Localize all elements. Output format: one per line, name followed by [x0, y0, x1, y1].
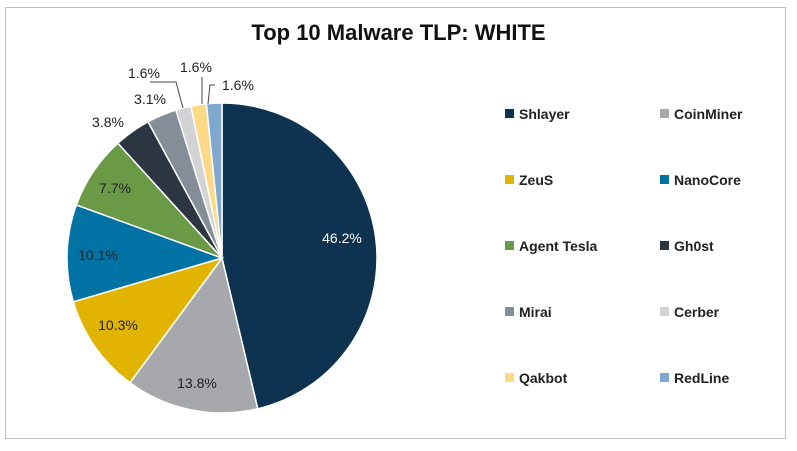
- leader-line: [150, 81, 184, 109]
- data-label: 1.6%: [222, 77, 254, 93]
- data-label: 3.1%: [134, 91, 166, 107]
- legend-label: Agent Tesla: [519, 237, 598, 254]
- leader-line: [207, 84, 215, 105]
- chart-title: Top 10 Malware TLP: WHITE: [251, 20, 546, 45]
- legend-item: CoinMiner: [660, 104, 775, 123]
- legend-label: ZeuS: [519, 171, 554, 188]
- legend-label: RedLine: [674, 369, 730, 386]
- legend-item: NanoCore: [660, 170, 775, 189]
- legend-label: Shlayer: [519, 105, 570, 122]
- data-label: 1.6%: [128, 65, 160, 81]
- data-label: 10.3%: [98, 317, 138, 333]
- legend-item: Agent Tesla: [505, 236, 660, 255]
- legend-item: Gh0st: [660, 236, 775, 255]
- legend-swatch: [505, 307, 514, 316]
- legend-item: Cerber: [660, 302, 775, 321]
- legend-swatch: [660, 241, 669, 250]
- legend-label: Gh0st: [674, 237, 714, 254]
- legend-item: Qakbot: [505, 368, 660, 387]
- data-label: 3.8%: [92, 114, 124, 130]
- legend-swatch: [660, 307, 669, 316]
- legend-item: ZeuS: [505, 170, 660, 189]
- pie-slice-zeus: [72, 256, 224, 384]
- pie-slice-coinminer: [128, 256, 259, 414]
- data-label: 10.1%: [78, 247, 118, 263]
- pie-slice-shlayer: [221, 102, 378, 410]
- legend-item: Mirai: [505, 302, 660, 321]
- legend-swatch: [660, 109, 669, 118]
- legend-swatch: [505, 109, 514, 118]
- legend-swatch: [660, 175, 669, 184]
- data-label: 46.2%: [322, 230, 362, 246]
- pie-slice-nanocore: [66, 203, 225, 303]
- legend-swatch: [505, 175, 514, 184]
- legend-label: Cerber: [674, 303, 720, 320]
- legend-label: CoinMiner: [674, 105, 743, 122]
- legend: Shlayer CoinMiner ZeuS NanoCore Agent Tesla G…: [505, 104, 775, 387]
- legend-label: NanoCore: [674, 171, 741, 188]
- legend-swatch: [660, 373, 669, 382]
- legend-label: Mirai: [519, 303, 552, 320]
- data-label: 1.6%: [180, 59, 212, 75]
- data-label: 7.7%: [99, 180, 131, 196]
- pie-slice-redline: [205, 102, 223, 259]
- legend-swatch: [505, 241, 514, 250]
- legend-item: Shlayer: [505, 104, 660, 123]
- legend-label: Qakbot: [519, 369, 568, 386]
- data-label: 13.8%: [177, 375, 217, 391]
- legend-swatch: [505, 373, 514, 382]
- legend-item: RedLine: [660, 368, 775, 387]
